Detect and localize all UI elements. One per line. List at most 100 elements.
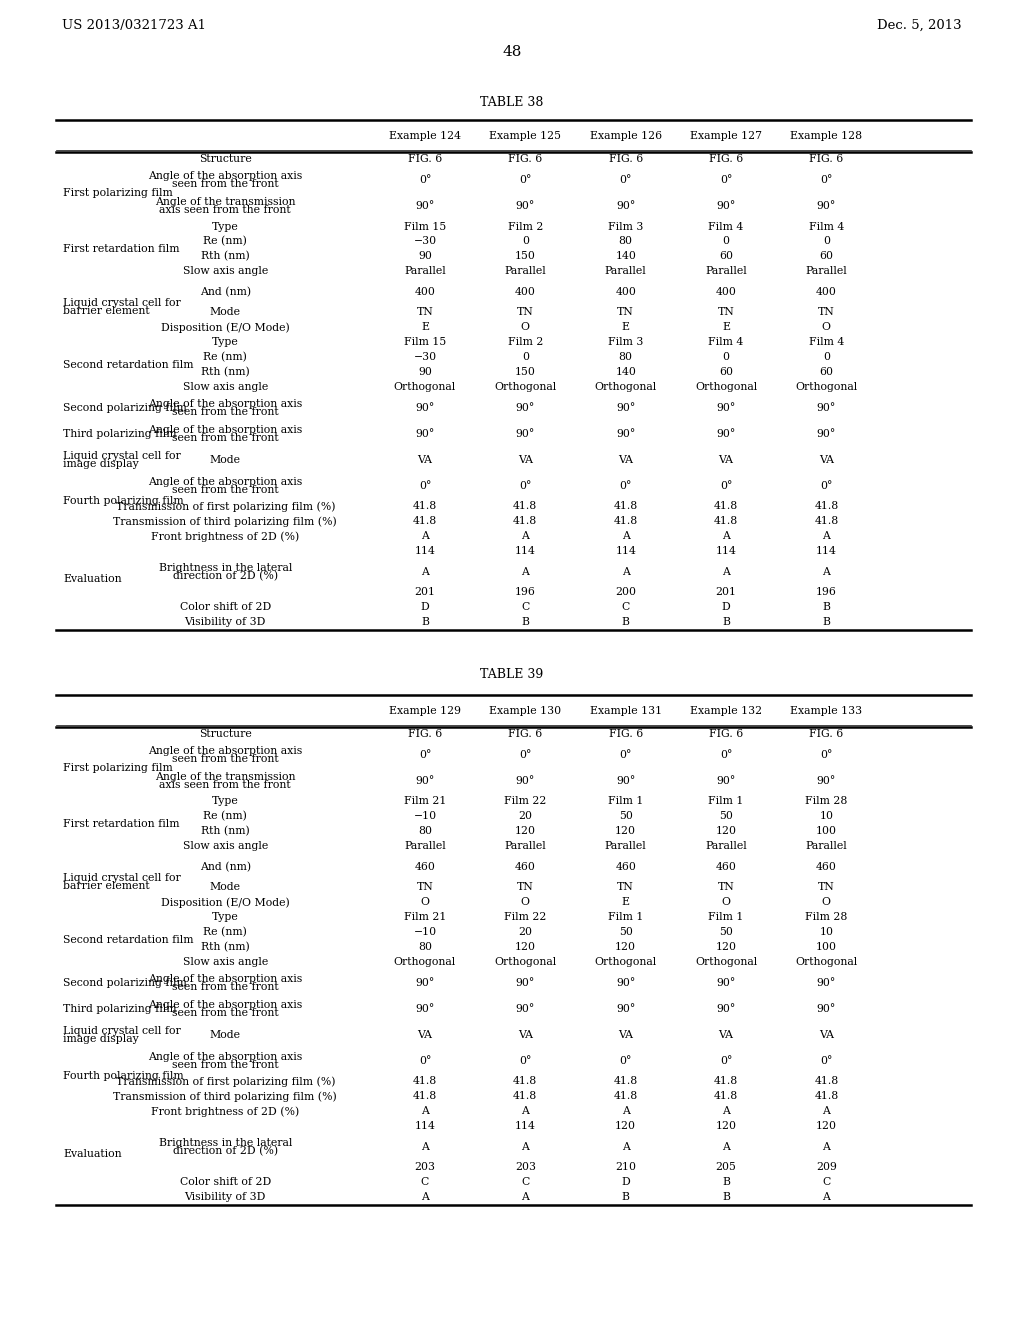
Text: TN: TN <box>617 883 634 892</box>
Text: Mode: Mode <box>210 308 241 318</box>
Text: 400: 400 <box>716 286 736 297</box>
Text: 41.8: 41.8 <box>814 1092 839 1101</box>
Text: 41.8: 41.8 <box>613 516 638 527</box>
Text: 114: 114 <box>415 1122 435 1131</box>
Text: A: A <box>421 1106 429 1117</box>
Text: FIG. 6: FIG. 6 <box>709 730 743 739</box>
Text: Angle of the absorption axis: Angle of the absorption axis <box>148 172 302 181</box>
Text: 460: 460 <box>615 862 636 873</box>
Text: Film 1: Film 1 <box>608 796 643 807</box>
Text: 90°: 90° <box>616 978 635 987</box>
Text: 0°: 0° <box>620 480 632 491</box>
Text: 90°: 90° <box>516 403 535 413</box>
Text: 41.8: 41.8 <box>613 502 638 511</box>
Text: 90°: 90° <box>516 1005 535 1014</box>
Text: Re (nm): Re (nm) <box>204 236 247 247</box>
Text: 120: 120 <box>515 826 536 837</box>
Text: 90°: 90° <box>416 403 434 413</box>
Text: 196: 196 <box>515 587 536 598</box>
Text: Liquid crystal cell for: Liquid crystal cell for <box>63 298 181 308</box>
Text: 114: 114 <box>615 546 636 557</box>
Text: 90°: 90° <box>817 403 836 413</box>
Text: Angle of the transmission: Angle of the transmission <box>155 197 296 207</box>
Text: Transmission of first polarizing film (%): Transmission of first polarizing film (%… <box>116 502 335 512</box>
Text: Color shift of 2D: Color shift of 2D <box>179 1177 271 1188</box>
Text: image display: image display <box>63 459 139 469</box>
Text: Film 28: Film 28 <box>805 912 848 923</box>
Text: 400: 400 <box>816 286 837 297</box>
Text: FIG. 6: FIG. 6 <box>809 730 844 739</box>
Text: Fourth polarizing film: Fourth polarizing film <box>63 496 184 506</box>
Text: Angle of the absorption axis: Angle of the absorption axis <box>148 1001 302 1010</box>
Text: 90°: 90° <box>717 776 735 785</box>
Text: 120: 120 <box>615 942 636 953</box>
Text: 0°: 0° <box>519 176 531 185</box>
Text: O: O <box>421 898 429 907</box>
Text: VA: VA <box>518 455 532 465</box>
Text: 114: 114 <box>515 546 536 557</box>
Text: TN: TN <box>417 308 433 318</box>
Text: A: A <box>822 1142 830 1152</box>
Text: Parallel: Parallel <box>404 267 445 276</box>
Text: A: A <box>622 568 630 577</box>
Text: Parallel: Parallel <box>505 841 546 851</box>
Text: C: C <box>521 602 529 612</box>
Text: −10: −10 <box>414 812 436 821</box>
Text: Parallel: Parallel <box>806 267 847 276</box>
Text: Angle of the absorption axis: Angle of the absorption axis <box>148 974 302 983</box>
Text: TABLE 38: TABLE 38 <box>480 95 544 108</box>
Text: FIG. 6: FIG. 6 <box>508 730 543 739</box>
Text: C: C <box>521 1177 529 1188</box>
Text: Type: Type <box>212 338 239 347</box>
Text: 0°: 0° <box>419 480 431 491</box>
Text: Evaluation: Evaluation <box>63 1150 122 1159</box>
Text: First polarizing film: First polarizing film <box>63 187 173 198</box>
Text: Liquid crystal cell for: Liquid crystal cell for <box>63 451 181 461</box>
Text: Fourth polarizing film: Fourth polarizing film <box>63 1071 184 1081</box>
Text: E: E <box>622 898 630 907</box>
Text: 201: 201 <box>716 587 736 598</box>
Text: Orthogonal: Orthogonal <box>695 383 757 392</box>
Text: 140: 140 <box>615 367 636 378</box>
Text: Film 4: Film 4 <box>809 338 844 347</box>
Text: Front brightness of 2D (%): Front brightness of 2D (%) <box>152 1106 299 1117</box>
Text: Second polarizing film: Second polarizing film <box>63 978 187 987</box>
Text: 90°: 90° <box>817 978 836 987</box>
Text: Film 15: Film 15 <box>403 222 446 231</box>
Text: Mode: Mode <box>210 1030 241 1040</box>
Text: Example 128: Example 128 <box>791 131 862 141</box>
Text: 90°: 90° <box>616 429 635 440</box>
Text: O: O <box>822 898 830 907</box>
Text: Film 22: Film 22 <box>504 796 547 807</box>
Text: 60: 60 <box>819 252 834 261</box>
Text: −30: −30 <box>414 236 436 247</box>
Text: Third polarizing film: Third polarizing film <box>63 1005 177 1014</box>
Text: Disposition (E/O Mode): Disposition (E/O Mode) <box>161 898 290 908</box>
Text: Angle of the absorption axis: Angle of the absorption axis <box>148 1052 302 1063</box>
Text: 90°: 90° <box>616 403 635 413</box>
Text: Second retardation film: Second retardation film <box>63 935 194 945</box>
Text: Film 1: Film 1 <box>709 912 743 923</box>
Text: Example 131: Example 131 <box>590 706 662 715</box>
Text: Angle of the absorption axis: Angle of the absorption axis <box>148 477 302 487</box>
Text: axis seen from the front: axis seen from the front <box>160 205 291 215</box>
Text: 196: 196 <box>816 587 837 598</box>
Text: A: A <box>822 568 830 577</box>
Text: VA: VA <box>618 1030 633 1040</box>
Text: 0°: 0° <box>620 1056 632 1067</box>
Text: First polarizing film: First polarizing film <box>63 763 173 774</box>
Text: D: D <box>622 1177 630 1188</box>
Text: 0°: 0° <box>419 750 431 760</box>
Text: Parallel: Parallel <box>404 841 445 851</box>
Text: A: A <box>822 532 830 541</box>
Text: Example 130: Example 130 <box>489 706 561 715</box>
Text: 60: 60 <box>719 367 733 378</box>
Text: VA: VA <box>418 455 432 465</box>
Text: Example 129: Example 129 <box>389 706 461 715</box>
Text: 80: 80 <box>418 826 432 837</box>
Text: 41.8: 41.8 <box>413 516 437 527</box>
Text: 120: 120 <box>816 1122 837 1131</box>
Text: Example 133: Example 133 <box>791 706 862 715</box>
Text: Parallel: Parallel <box>806 841 847 851</box>
Text: Liquid crystal cell for: Liquid crystal cell for <box>63 1026 181 1036</box>
